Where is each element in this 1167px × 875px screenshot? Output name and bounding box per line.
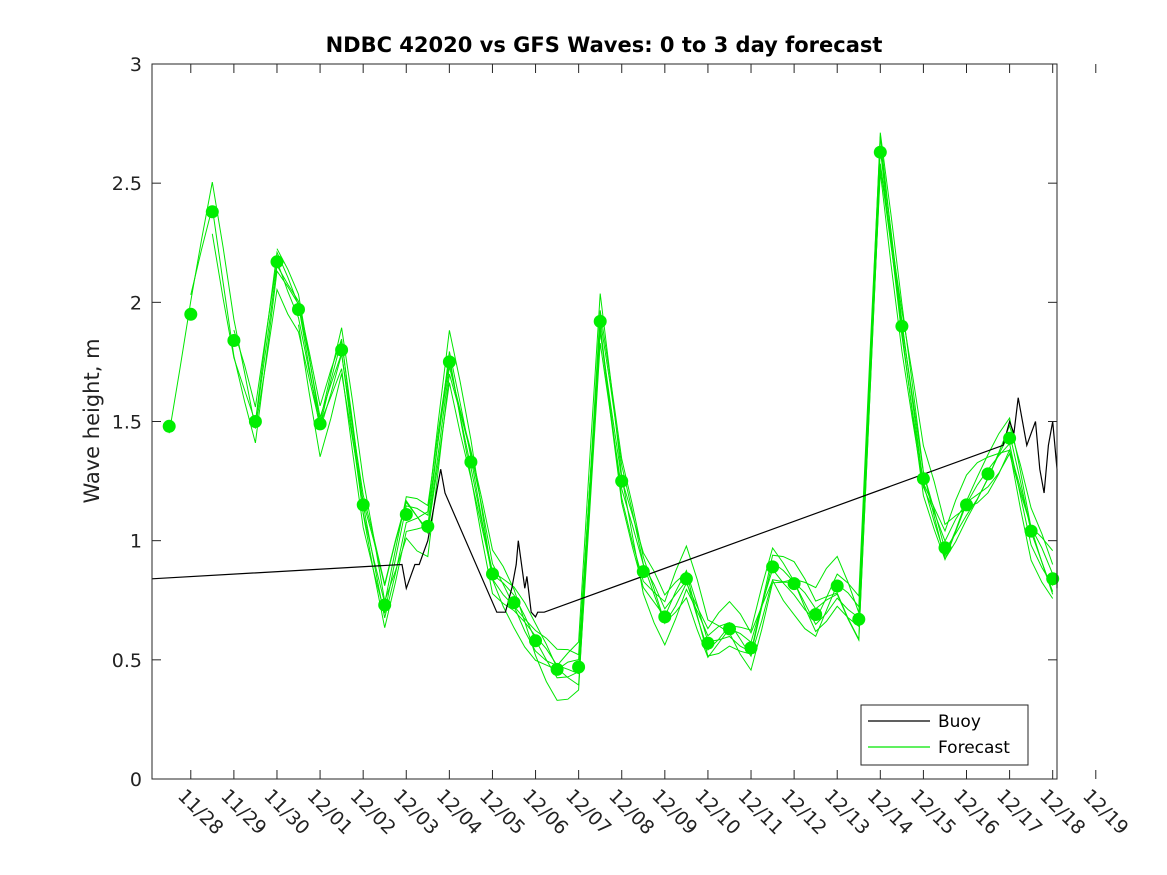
forecast-point [787, 577, 801, 591]
forecast-point [679, 572, 693, 586]
forecast-point [960, 498, 973, 512]
forecast-point [981, 467, 995, 481]
forecast-point [938, 541, 952, 555]
forecast-point [464, 455, 478, 469]
forecast-point [873, 145, 887, 159]
forecast-point [916, 472, 930, 486]
y-tick-label: 3 [130, 54, 142, 76]
forecast-point [270, 255, 284, 269]
buoy-line [151, 397, 1058, 618]
y-axis-label: Wave height, m [80, 338, 104, 503]
forecast-point [744, 641, 758, 655]
forecast-point [507, 596, 521, 610]
y-tick-label: 2.5 [112, 173, 142, 195]
y-tick-label: 0.5 [112, 650, 142, 672]
y-axis-ticks: 0 0.5 1 1.5 2 2.5 3 [112, 54, 1057, 791]
y-tick-label: 1.5 [112, 412, 142, 434]
y-tick-label: 2 [130, 292, 142, 314]
forecast-point [356, 498, 370, 512]
forecast-point [852, 612, 866, 626]
legend-forecast-label: Forecast [938, 738, 1010, 758]
y-tick-label: 1 [130, 531, 142, 553]
forecast-point [421, 519, 435, 533]
forecast-point [572, 660, 586, 674]
forecast-point [636, 565, 650, 579]
y-tick-label: 0 [130, 769, 142, 791]
forecast-point [1046, 572, 1060, 586]
chart-title: NDBC 42020 vs GFS Waves: 0 to 3 day fore… [326, 33, 883, 57]
forecast-point [378, 598, 392, 612]
forecast-point [529, 634, 542, 648]
forecast-point [335, 343, 349, 357]
legend-box [860, 704, 1029, 766]
forecast-run-line [254, 166, 1054, 656]
forecast-point [184, 307, 198, 321]
forecast-points [162, 145, 1060, 676]
forecast-point [162, 419, 176, 433]
axes-box [152, 64, 1057, 779]
forecast-point [313, 417, 327, 431]
forecast-point [615, 474, 629, 488]
legend-buoy-label: Buoy [938, 712, 981, 732]
forecast-point [593, 314, 607, 328]
forecast-point [486, 567, 499, 581]
forecast-point [292, 303, 305, 316]
forecast-run-line [233, 171, 1054, 667]
forecast-point [399, 508, 413, 521]
forecast-point [205, 205, 219, 219]
forecast-point [1003, 431, 1017, 445]
forecast-point [830, 579, 844, 593]
forecast-point [227, 334, 241, 347]
forecast-point [809, 608, 823, 621]
forecast-point [658, 610, 672, 624]
forecast-point [701, 636, 715, 650]
forecast-point [766, 560, 780, 574]
forecast-point [248, 415, 262, 428]
forecast-point [895, 319, 909, 333]
forecast-point [723, 622, 736, 636]
forecast-point [1024, 524, 1038, 538]
forecast-point [442, 355, 456, 369]
forecast-traces [168, 132, 1054, 701]
forecast-point [550, 662, 564, 676]
legend: Buoy Forecast [860, 704, 1029, 766]
